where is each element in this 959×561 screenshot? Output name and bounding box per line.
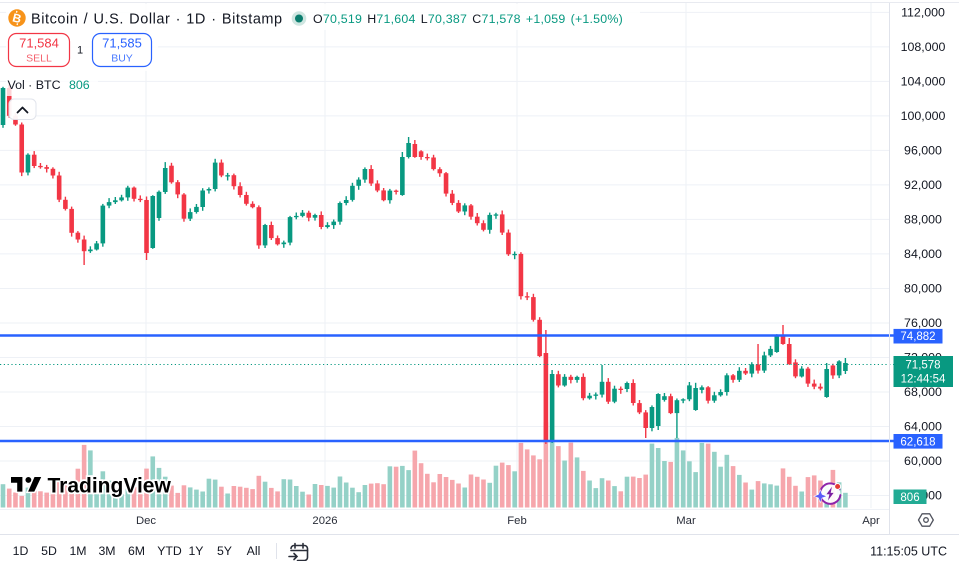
svg-text:1Y: 1Y: [188, 544, 203, 558]
svg-text:Apr: Apr: [862, 515, 880, 527]
svg-text:Mar: Mar: [676, 515, 696, 527]
svg-text:112,000: 112,000: [901, 5, 945, 19]
svg-text:60,000: 60,000: [904, 454, 942, 468]
svg-text:5Y: 5Y: [217, 544, 232, 558]
svg-text:92,000: 92,000: [904, 178, 942, 192]
svg-text:96,000: 96,000: [904, 143, 942, 157]
svg-text:5D: 5D: [41, 544, 57, 558]
svg-text:100,000: 100,000: [901, 109, 946, 123]
svg-text:88,000: 88,000: [904, 212, 942, 226]
svg-text:62,618: 62,618: [900, 436, 935, 448]
svg-text:84,000: 84,000: [904, 247, 942, 261]
svg-text:1: 1: [77, 45, 83, 57]
svg-text:806: 806: [900, 492, 919, 504]
svg-text:108,000: 108,000: [901, 40, 946, 54]
svg-text:64,000: 64,000: [904, 420, 942, 434]
svg-text:71,578: 71,578: [905, 360, 940, 372]
svg-text:11:15:05 UTC: 11:15:05 UTC: [870, 545, 947, 559]
svg-text:TradingView: TradingView: [48, 475, 172, 498]
svg-text:Bitcoin / U.S. Dollar · 1D · B: Bitcoin / U.S. Dollar · 1D · Bitstamp: [31, 12, 283, 28]
svg-text:Dec: Dec: [136, 515, 156, 527]
svg-text:SELL: SELL: [26, 53, 52, 65]
svg-text:12:44:54: 12:44:54: [901, 374, 946, 386]
svg-text:6M: 6M: [128, 544, 145, 558]
svg-text:806: 806: [69, 78, 90, 92]
svg-text:3M: 3M: [98, 544, 115, 558]
svg-text:B: B: [11, 10, 23, 26]
svg-text:80,000: 80,000: [904, 282, 942, 296]
svg-text:YTD: YTD: [157, 544, 182, 558]
svg-text:O70,519 H71,604 L70,387 C71,57: O70,519 H71,604 L70,387 C71,578 +1,059 (…: [313, 12, 623, 26]
svg-text:104,000: 104,000: [901, 74, 946, 88]
svg-text:1M: 1M: [69, 544, 86, 558]
svg-text:BUY: BUY: [111, 53, 133, 65]
svg-text:Feb: Feb: [507, 515, 526, 527]
svg-text:All: All: [247, 544, 261, 558]
svg-text:1D: 1D: [13, 544, 29, 558]
svg-text:71,585: 71,585: [102, 36, 142, 51]
svg-text:Vol · BTC: Vol · BTC: [8, 78, 61, 92]
svg-text:71,584: 71,584: [19, 36, 59, 51]
svg-text:76,000: 76,000: [904, 316, 942, 330]
svg-text:74,882: 74,882: [900, 331, 935, 343]
svg-text:68,000: 68,000: [904, 385, 942, 399]
svg-text:2026: 2026: [312, 515, 337, 527]
